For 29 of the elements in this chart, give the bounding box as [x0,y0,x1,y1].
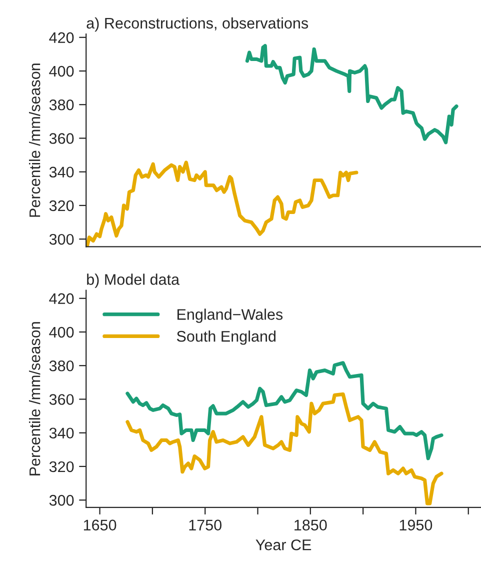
x-axis-title: Year CE [256,539,312,550]
legend-label: South England [176,330,276,345]
y-tick-label: 320 [49,200,74,212]
chart-title: b) Model data [87,274,180,288]
legend-label: England−Wales [177,308,283,323]
line-series [126,361,444,460]
y-tick-label: 360 [49,133,74,144]
line-series [126,392,444,506]
line-series [86,160,358,247]
y-tick-label: 420 [49,32,74,44]
x-tick-label: 1850 [294,520,327,530]
y-tick-label: 380 [49,360,74,372]
y-tick-label: 320 [49,461,74,472]
y-tick-label: 340 [49,428,74,439]
y-tick-label: 340 [49,166,74,178]
x-tick-label: 1950 [400,520,432,530]
y-tick-label: 360 [49,394,74,405]
y-axis-title: Percentile /mm/season [29,322,40,476]
chart-title: a) Reconstructions, observations [86,17,308,32]
y-axis-title: Percentile /mm/season [29,64,40,217]
line-series [245,44,458,144]
y-tick-label: 380 [49,99,74,110]
y-tick-label: 420 [49,293,74,304]
x-tick-label: 1650 [84,520,116,530]
y-tick-label: 300 [49,234,74,245]
y-tick-label: 300 [49,494,74,506]
y-tick-label: 400 [49,66,74,77]
y-tick-label: 400 [49,326,74,338]
x-tick-label: 1750 [189,520,222,530]
